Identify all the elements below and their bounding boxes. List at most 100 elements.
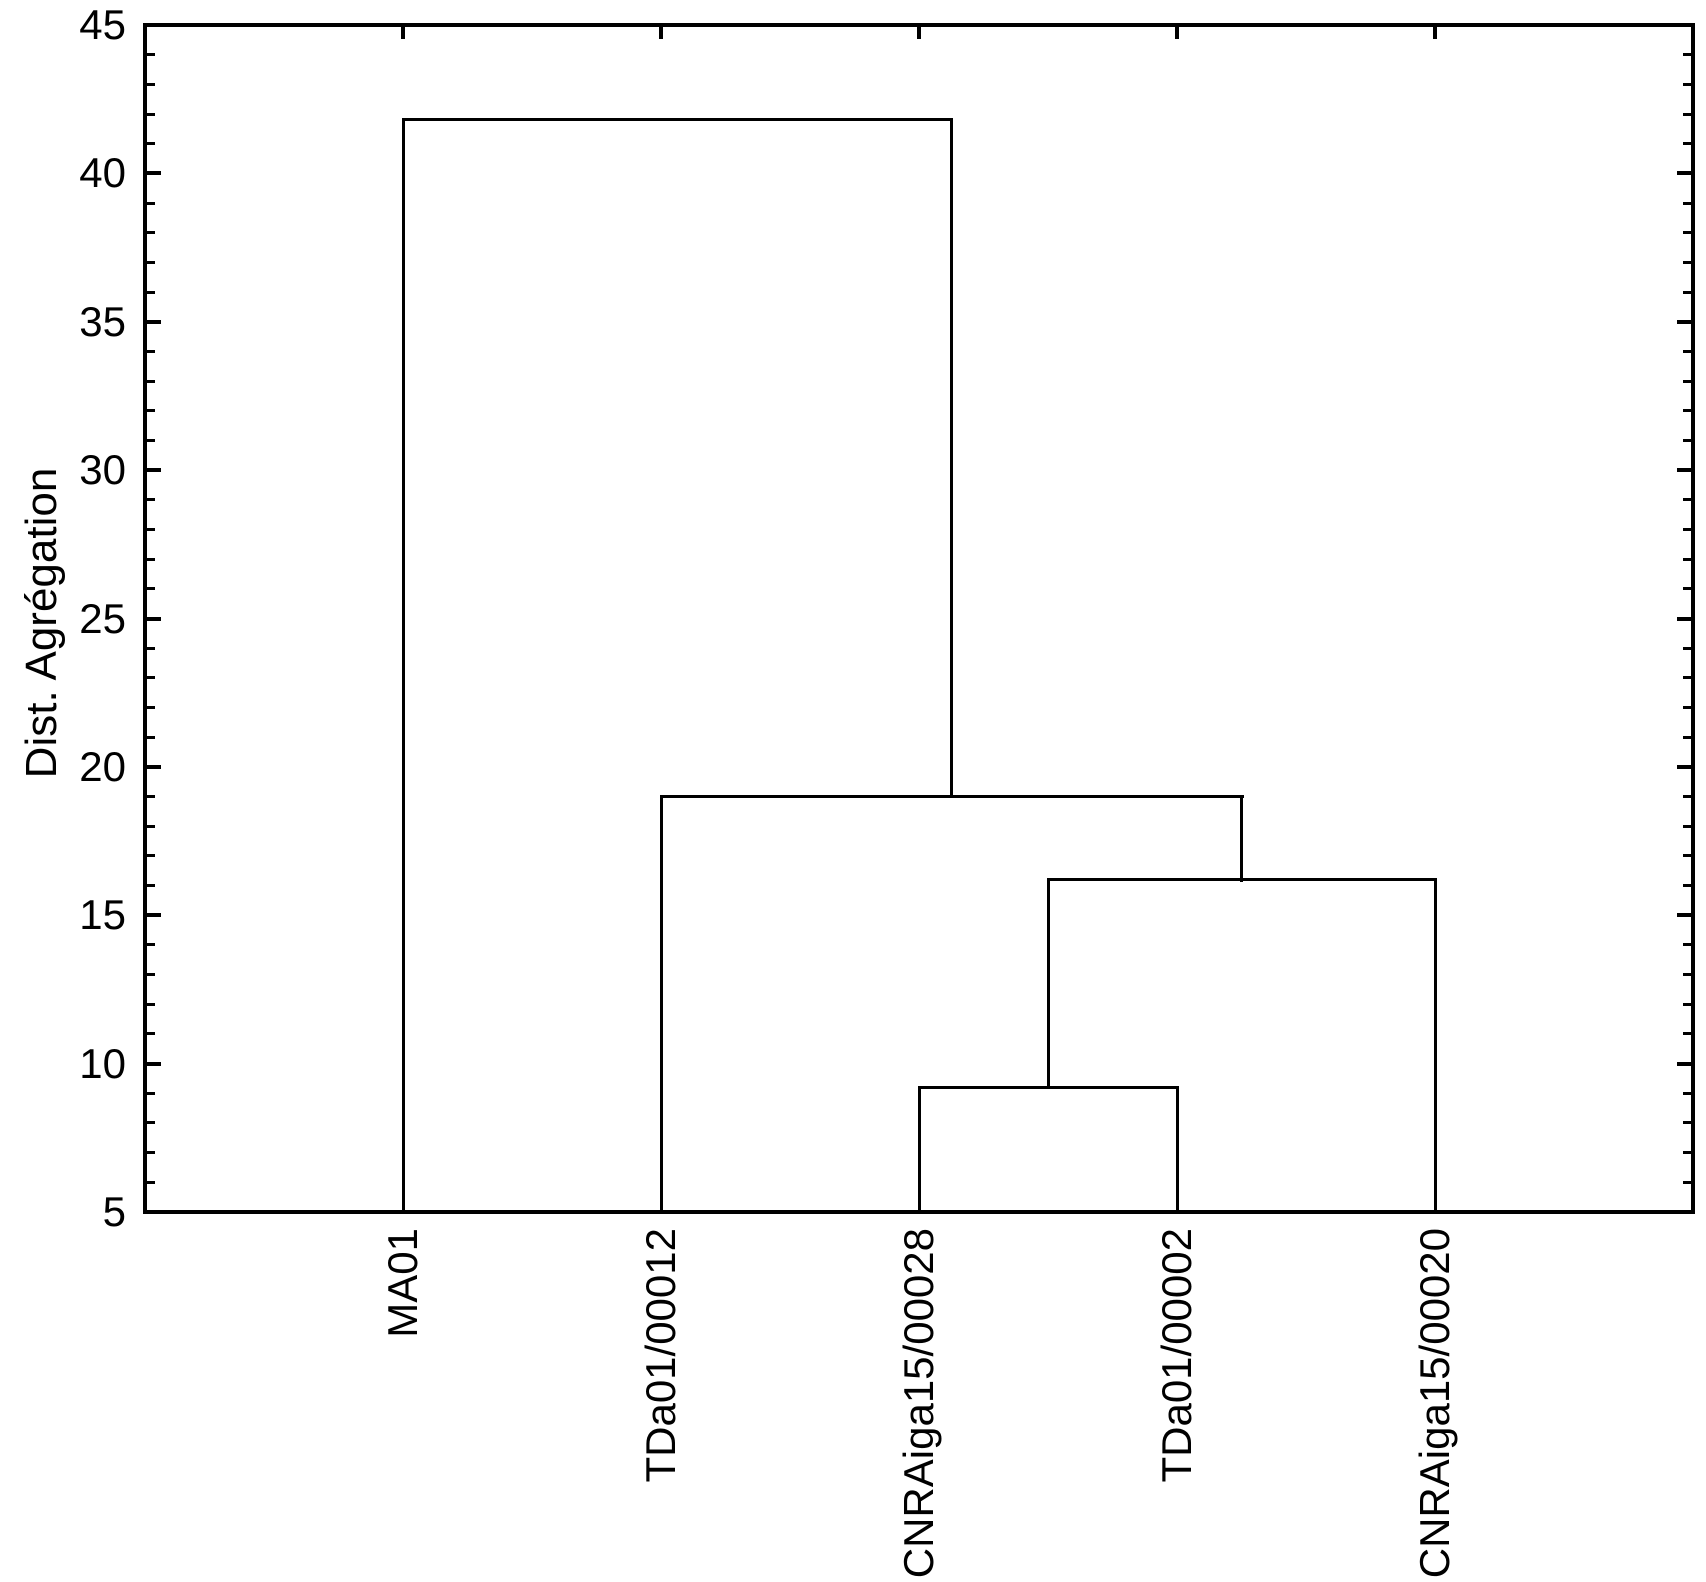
y-tick-minor-right xyxy=(1683,53,1691,56)
y-tick-major-left xyxy=(147,1062,161,1066)
y-tick-minor-left xyxy=(147,291,155,294)
y-tick-major-left xyxy=(147,765,161,769)
x-tick-top xyxy=(659,27,663,39)
leaf-label: TDa01/00012 xyxy=(637,1228,684,1483)
y-tick-major-right xyxy=(1677,320,1691,324)
x-tick-top xyxy=(1175,27,1179,39)
y-tick-major-left xyxy=(147,1210,161,1214)
y-tick-major-right xyxy=(1677,617,1691,621)
y-tick-minor-left xyxy=(147,558,155,561)
y-tick-major-left xyxy=(147,320,161,324)
y-tick-label: 45 xyxy=(79,1,126,48)
y-tick-minor-right xyxy=(1683,706,1691,709)
link-vertical xyxy=(660,797,663,1214)
y-tick-minor-left xyxy=(147,884,155,887)
y-tick-label: 35 xyxy=(79,298,126,345)
y-tick-minor-right xyxy=(1683,558,1691,561)
leaf-label: CNRAiga15/00028 xyxy=(895,1228,942,1579)
y-tick-minor-right xyxy=(1683,83,1691,86)
y-tick-label: 30 xyxy=(79,446,126,493)
link-vertical xyxy=(1047,880,1050,1089)
y-tick-major-left xyxy=(147,617,161,621)
y-tick-minor-left xyxy=(147,528,155,531)
y-tick-major-right xyxy=(1677,765,1691,769)
y-tick-minor-left xyxy=(147,973,155,976)
y-tick-major-right xyxy=(1677,23,1691,27)
y-tick-minor-left xyxy=(147,706,155,709)
y-tick-minor-right xyxy=(1683,854,1691,857)
y-tick-minor-left xyxy=(147,202,155,205)
y-tick-minor-left xyxy=(147,380,155,383)
y-tick-minor-left xyxy=(147,439,155,442)
y-tick-minor-left xyxy=(147,943,155,946)
y-tick-label: 15 xyxy=(79,891,126,938)
y-tick-minor-left xyxy=(147,795,155,798)
y-tick-minor-left xyxy=(147,736,155,739)
x-tick-top xyxy=(1433,27,1437,39)
link-vertical xyxy=(950,120,953,798)
y-tick-minor-left xyxy=(147,113,155,116)
link-horizontal xyxy=(402,118,953,121)
y-tick-major-right xyxy=(1677,913,1691,917)
y-tick-major-right xyxy=(1677,171,1691,175)
y-tick-minor-left xyxy=(147,261,155,264)
y-tick-major-left xyxy=(147,23,161,27)
link-vertical xyxy=(1176,1087,1179,1213)
y-tick-minor-right xyxy=(1683,498,1691,501)
y-tick-major-left xyxy=(147,171,161,175)
y-tick-minor-left xyxy=(147,676,155,679)
link-vertical xyxy=(918,1087,921,1213)
y-tick-minor-left xyxy=(147,587,155,590)
y-tick-minor-left xyxy=(147,1121,155,1124)
y-tick-major-left xyxy=(147,913,161,917)
y-tick-minor-right xyxy=(1683,1121,1691,1124)
y-tick-minor-right xyxy=(1683,1032,1691,1035)
y-tick-minor-right xyxy=(1683,202,1691,205)
leaf-label: CNRAiga15/00020 xyxy=(1411,1228,1458,1579)
y-tick-minor-right xyxy=(1683,587,1691,590)
y-tick-major-right xyxy=(1677,1062,1691,1066)
y-tick-minor-right xyxy=(1683,647,1691,650)
y-tick-label: 10 xyxy=(79,1040,126,1087)
y-tick-minor-right xyxy=(1683,736,1691,739)
y-tick-minor-right xyxy=(1683,380,1691,383)
y-tick-minor-right xyxy=(1683,231,1691,234)
y-tick-major-right xyxy=(1677,1210,1691,1214)
y-tick-minor-right xyxy=(1683,409,1691,412)
y-tick-minor-left xyxy=(147,53,155,56)
y-tick-major-left xyxy=(147,468,161,472)
leaf-label: TDa01/00002 xyxy=(1153,1228,1200,1483)
y-tick-minor-left xyxy=(147,83,155,86)
y-tick-minor-left xyxy=(147,409,155,412)
y-tick-label: 25 xyxy=(79,595,126,642)
link-vertical xyxy=(402,120,405,1214)
link-vertical xyxy=(1434,880,1437,1214)
x-tick-top xyxy=(917,27,921,39)
y-tick-minor-right xyxy=(1683,113,1691,116)
y-tick-minor-left xyxy=(147,854,155,857)
y-tick-minor-right xyxy=(1683,1003,1691,1006)
y-tick-minor-left xyxy=(147,498,155,501)
y-tick-major-right xyxy=(1677,468,1691,472)
y-tick-minor-right xyxy=(1683,291,1691,294)
y-tick-minor-right xyxy=(1683,676,1691,679)
y-tick-minor-right xyxy=(1683,1092,1691,1095)
y-tick-minor-right xyxy=(1683,439,1691,442)
y-tick-minor-left xyxy=(147,825,155,828)
y-tick-minor-left xyxy=(147,1092,155,1095)
y-tick-minor-right xyxy=(1683,1181,1691,1184)
y-tick-minor-left xyxy=(147,142,155,145)
y-tick-minor-left xyxy=(147,350,155,353)
leaf-label: MA01 xyxy=(379,1228,426,1338)
y-tick-label: 20 xyxy=(79,743,126,790)
y-tick-minor-right xyxy=(1683,973,1691,976)
y-tick-minor-left xyxy=(147,1181,155,1184)
y-tick-minor-left xyxy=(147,231,155,234)
y-tick-minor-right xyxy=(1683,943,1691,946)
y-tick-minor-right xyxy=(1683,795,1691,798)
y-tick-minor-right xyxy=(1683,1151,1691,1154)
plot-frame xyxy=(143,23,1695,1214)
y-tick-label: 5 xyxy=(102,1188,126,1235)
y-tick-minor-right xyxy=(1683,884,1691,887)
